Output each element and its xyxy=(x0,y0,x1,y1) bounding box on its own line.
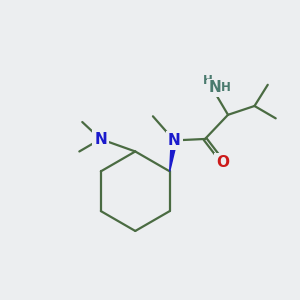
Polygon shape xyxy=(170,140,177,171)
Text: N: N xyxy=(94,132,107,147)
Text: H: H xyxy=(202,74,212,87)
Text: O: O xyxy=(216,155,229,170)
Text: N: N xyxy=(209,80,221,95)
Text: H: H xyxy=(221,81,231,94)
Text: N: N xyxy=(168,133,181,148)
